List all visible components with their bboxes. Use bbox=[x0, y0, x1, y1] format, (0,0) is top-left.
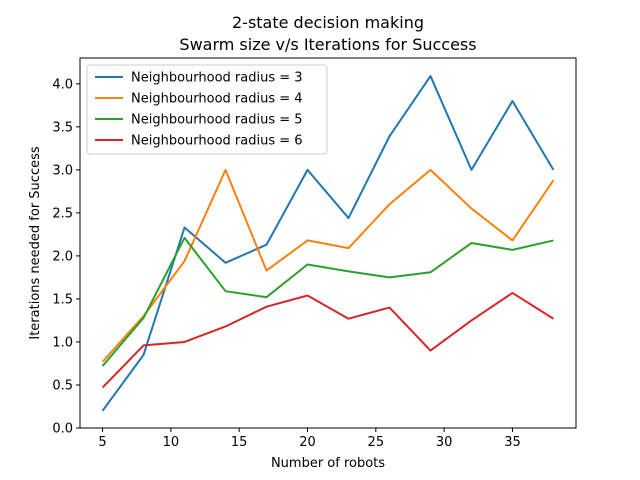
x-axis-label: Number of robots bbox=[271, 456, 385, 471]
y-tick-label: 3.5 bbox=[52, 120, 73, 135]
chart-title: 2-state decision making bbox=[232, 13, 424, 32]
series-layer bbox=[101, 75, 555, 412]
y-tick-label: 1.5 bbox=[52, 292, 73, 307]
y-tick-label: 3.0 bbox=[52, 163, 73, 178]
series-line-1 bbox=[101, 75, 555, 412]
y-tick-label: 2.5 bbox=[52, 206, 73, 221]
y-axis-label: Iterations needed for Success bbox=[28, 146, 43, 339]
x-tick-label: 20 bbox=[299, 435, 316, 450]
x-tick-label: 10 bbox=[163, 435, 180, 450]
x-tick-label: 5 bbox=[98, 435, 106, 450]
legend: Neighbourhood radius = 3 Neighbourhood ra… bbox=[86, 64, 328, 155]
legend-label: Neighbourhood radius = 4 bbox=[131, 92, 303, 107]
x-tick-label: 30 bbox=[436, 435, 453, 450]
x-tick-label: 15 bbox=[231, 435, 248, 450]
legend-label: Neighbourhood radius = 5 bbox=[131, 113, 303, 128]
plot-frame bbox=[79, 57, 577, 429]
series-line-2 bbox=[101, 168, 555, 363]
chart-subtitle: Swarm size v/s Iterations for Success bbox=[179, 35, 476, 54]
y-axis-ticks: 0.0 0.5 1.0 1.5 2.0 2.5 3.0 3.5 4.0 bbox=[52, 77, 80, 437]
legend-box bbox=[86, 64, 328, 155]
series-line-3 bbox=[101, 236, 554, 367]
y-tick-label: 2.0 bbox=[52, 249, 73, 264]
x-tick-label: 35 bbox=[504, 435, 521, 450]
series-line-4 bbox=[101, 291, 554, 389]
x-tick-label: 25 bbox=[368, 435, 385, 450]
legend-label: Neighbourhood radius = 6 bbox=[131, 134, 303, 149]
legend-label: Neighbourhood radius = 3 bbox=[131, 71, 303, 86]
y-tick-label: 4.0 bbox=[52, 77, 73, 92]
x-axis-ticks: 5 10 15 20 25 30 35 bbox=[98, 428, 521, 450]
y-tick-label: 0.5 bbox=[52, 378, 73, 393]
y-tick-label: 1.0 bbox=[52, 335, 73, 350]
y-tick-label: 0.0 bbox=[52, 422, 73, 437]
